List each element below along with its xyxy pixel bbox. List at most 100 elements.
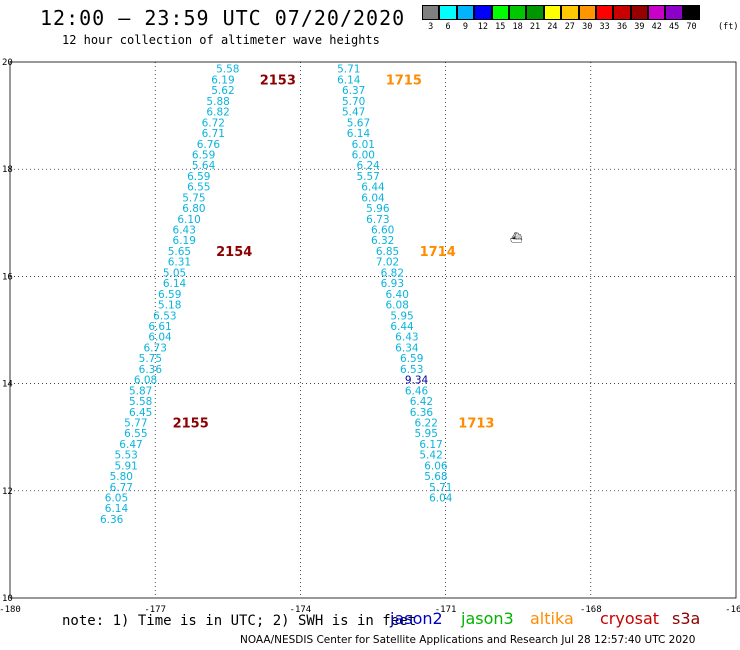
wave-height-label: 6.14 — [337, 74, 361, 86]
wave-height-label: 6.42 — [410, 396, 433, 408]
wave-height-label: 6.31 — [168, 257, 191, 269]
wave-height-label: 6.45 — [129, 407, 152, 419]
wave-height-label: 6.32 — [371, 235, 394, 247]
wave-height-label: 6.06 — [424, 460, 448, 472]
page-subtitle: 12 hour collection of altimeter wave hei… — [62, 33, 380, 47]
pass-time-label: 2154 — [216, 245, 252, 260]
wave-height-label: 5.67 — [347, 117, 370, 129]
legend-altika: altika — [530, 609, 574, 628]
color-label: 33 — [599, 22, 610, 32]
wave-height-label: 5.64 — [192, 160, 216, 172]
wave-height-label: 7.02 — [376, 257, 399, 269]
y-tick-label: 12 — [2, 487, 13, 497]
wave-height-label: 5.58 — [216, 64, 239, 76]
wave-height-label: 5.65 — [168, 246, 191, 258]
color-label: 39 — [634, 22, 645, 32]
wave-height-label: 6.61 — [148, 321, 171, 333]
wave-height-label: 6.80 — [182, 203, 205, 215]
wave-height-label: 6.14 — [105, 503, 129, 515]
color-label: 15 — [495, 22, 506, 32]
wave-height-label: 5.80 — [110, 471, 133, 483]
wave-height-label: 6.85 — [376, 246, 399, 258]
wave-height-label: 6.82 — [381, 267, 404, 279]
wave-height-label: 6.60 — [371, 225, 394, 237]
wave-height-label: 6.59 — [400, 353, 423, 365]
wave-height-label: 6.73 — [366, 214, 389, 226]
wave-height-label: 6.82 — [206, 107, 229, 119]
legend-cryosat: cryosat — [600, 609, 660, 628]
color-swatch — [648, 5, 666, 20]
color-swatch — [613, 5, 631, 20]
wave-height-label: 6.46 — [405, 385, 429, 397]
wave-height-label: 6.43 — [173, 225, 196, 237]
wave-height-label: 6.77 — [110, 482, 133, 494]
wave-height-label: 5.95 — [415, 428, 438, 440]
wave-height-label: 6.08 — [134, 375, 157, 387]
wave-height-label: 6.08 — [386, 300, 409, 312]
wave-height-label: 6.55 — [124, 428, 147, 440]
pass-time-label: 2155 — [173, 416, 209, 431]
color-legend-unit: (ft) — [718, 22, 739, 32]
pass-time-label: 1715 — [386, 73, 422, 88]
color-swatch — [665, 5, 683, 20]
wave-height-label: 5.88 — [206, 96, 229, 108]
color-label: 12 — [477, 22, 488, 32]
color-swatch — [682, 5, 701, 20]
wave-height-label: 5.75 — [139, 353, 162, 365]
x-tick-label: -171 — [435, 605, 457, 615]
wave-height-label: 6.24 — [356, 160, 380, 172]
color-swatch — [456, 5, 475, 20]
map-frame — [9, 61, 737, 599]
color-swatch — [630, 5, 649, 20]
wave-height-label: 6.76 — [197, 139, 221, 151]
wave-height-label: 5.68 — [424, 471, 447, 483]
legend-jason2: jason2 — [390, 609, 443, 628]
wave-height-label: 5.53 — [114, 450, 137, 462]
color-label: 36 — [616, 22, 628, 32]
wave-height-label: 6.14 — [163, 278, 187, 290]
color-swatch — [508, 5, 527, 20]
pass-time-label: 2153 — [260, 73, 296, 88]
wave-height-label: 5.58 — [129, 396, 152, 408]
pass-time-label: 1714 — [420, 245, 456, 260]
page-title: 12:00 — 23:59 UTC 07/20/2020 — [40, 6, 406, 30]
y-tick-label: 18 — [2, 165, 13, 175]
wave-height-label: 6.00 — [352, 149, 375, 161]
wave-height-label: 6.55 — [187, 182, 210, 194]
color-swatch — [561, 5, 579, 20]
wave-height-label: 6.34 — [395, 342, 419, 354]
wave-height-label: 6.44 — [361, 182, 385, 194]
wave-height-label: 5.47 — [342, 107, 365, 119]
wave-height-label: 6.53 — [153, 310, 176, 322]
color-label: 45 — [669, 22, 680, 32]
color-label: 9 — [462, 22, 469, 32]
wave-height-label: 6.04 — [429, 493, 453, 505]
wave-height-label: 5.57 — [356, 171, 379, 183]
wave-height-label: 6.36 — [100, 514, 124, 526]
wave-height-label: 6.05 — [105, 493, 128, 505]
buoy-icon: ⛴ — [510, 233, 523, 244]
y-tick-label: 14 — [2, 380, 13, 390]
wave-height-label: 6.19 — [173, 235, 196, 247]
wave-height-label: 6.71 — [202, 128, 225, 140]
wave-height-label: 6.44 — [390, 321, 414, 333]
wave-height-label: 6.59 — [187, 171, 210, 183]
wave-height-label: 6.59 — [158, 289, 181, 301]
x-tick-label: -165 — [725, 605, 740, 615]
color-label: 6 — [445, 22, 451, 32]
color-label: 24 — [547, 22, 558, 32]
x-tick-label: -174 — [290, 605, 312, 615]
color-swatch — [439, 5, 457, 20]
wave-height-label: 9.34 — [405, 375, 429, 387]
wave-height-label: 5.42 — [419, 450, 442, 462]
wave-height-label: 6.01 — [352, 139, 375, 151]
color-label: 3 — [428, 22, 434, 32]
wave-height-label: 6.73 — [144, 342, 167, 354]
wave-height-label: 6.36 — [410, 407, 434, 419]
footer-note: note: 1) Time is in UTC; 2) SWH is in fe… — [62, 613, 417, 629]
color-label: 30 — [582, 22, 593, 32]
color-swatch — [474, 5, 492, 20]
wave-height-label: 6.40 — [386, 289, 409, 301]
wave-height-label: 6.59 — [192, 149, 215, 161]
